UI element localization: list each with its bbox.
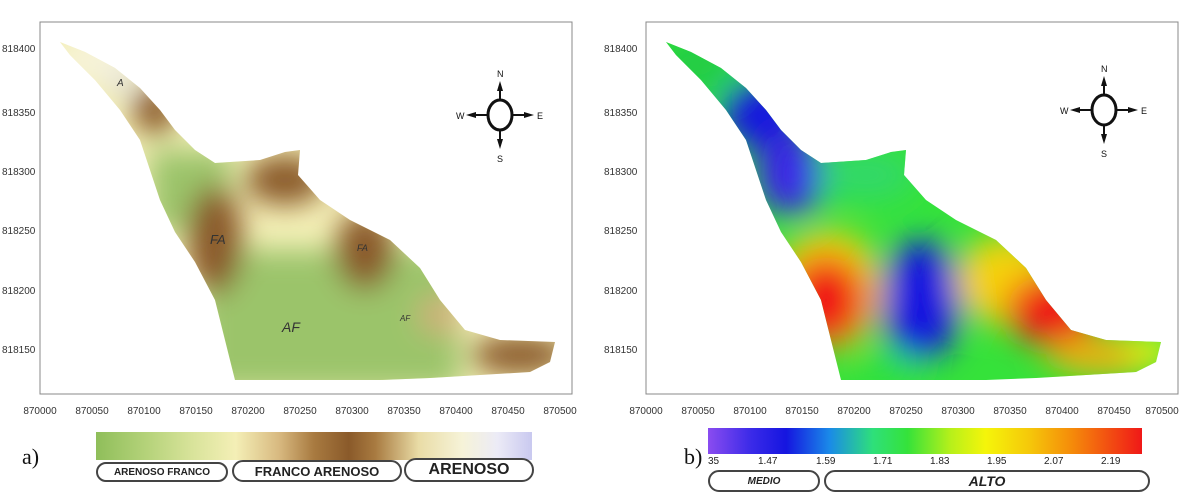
y-tick: 818300 [604, 167, 638, 178]
compass-e: E [537, 111, 543, 121]
legend-tick: 1.71 [873, 456, 893, 467]
compass-n: N [497, 69, 504, 79]
zone-label-af-main: AF [281, 319, 301, 335]
zone-label-a: A [116, 78, 124, 89]
panel-a: A FA FA AF AF N S W E 818400 818350 8183… [0, 0, 590, 484]
legend-class-alto: ALTO [824, 470, 1150, 492]
compass-s: S [1101, 149, 1107, 159]
x-tick: 870350 [387, 406, 421, 417]
legend-tick: 1.59 [816, 456, 836, 467]
y-tick: 818350 [2, 108, 36, 119]
zone-label-fa-west: FA [210, 232, 226, 247]
compass-rose-b: N S W E [1060, 64, 1147, 159]
compass-w: W [1060, 106, 1069, 116]
y-axis-a: 818400 818350 818300 818250 818200 81815… [2, 44, 36, 356]
legend-class-arenoso-franco: ARENOSO FRANCO [96, 462, 228, 482]
y-tick: 818300 [2, 167, 36, 178]
zone-label-fa-east: FA [357, 243, 368, 253]
x-tick: 870000 [23, 406, 57, 417]
compass-e: E [1141, 106, 1147, 116]
legend-class-franco-arenoso: FRANCO ARENOSO [232, 460, 402, 482]
y-tick: 818250 [2, 226, 36, 237]
x-tick: 870150 [179, 406, 213, 417]
x-tick: 870350 [993, 406, 1027, 417]
x-tick: 870300 [941, 406, 975, 417]
map-b: N S W E 818400 818350 818300 818250 8182… [604, 21, 1179, 417]
legend-tick: 2.07 [1044, 456, 1064, 467]
x-tick: 870300 [335, 406, 369, 417]
x-tick: 870250 [889, 406, 923, 417]
x-tick: 870050 [75, 406, 109, 417]
density-legend-ticks: 35 1.47 1.59 1.71 1.83 1.95 2.07 2.19 [708, 456, 1142, 468]
x-tick: 870500 [1145, 406, 1179, 417]
panel-label-a: a) [22, 444, 40, 469]
y-tick: 818350 [604, 108, 638, 119]
panel-label-b: b) [684, 444, 703, 469]
x-tick: 870500 [543, 406, 577, 417]
map-a: A FA FA AF AF N S W E 818400 818350 8183… [2, 21, 577, 417]
y-tick: 818250 [604, 226, 638, 237]
y-tick: 818200 [2, 286, 36, 297]
x-tick: 870100 [733, 406, 767, 417]
y-axis-b: 818400 818350 818300 818250 818200 81815… [604, 44, 638, 356]
x-tick: 870050 [681, 406, 715, 417]
compass-w: W [456, 111, 465, 121]
compass-n: N [1101, 64, 1108, 74]
x-axis-b: 870000 870050 870100 870150 870200 87025… [629, 406, 1179, 417]
y-tick: 818400 [604, 44, 638, 55]
panel-b: N S W E 818400 818350 818300 818250 8182… [596, 0, 1188, 492]
x-tick: 870450 [1097, 406, 1131, 417]
x-tick: 870150 [785, 406, 819, 417]
y-tick: 818400 [2, 44, 36, 55]
legend-tick: 1.47 [758, 456, 778, 467]
zone-label-af-east: AF [399, 314, 411, 323]
compass-rose-a: N S W E [456, 69, 543, 164]
x-tick: 870250 [283, 406, 317, 417]
legend-class-arenoso: ARENOSO [404, 458, 534, 482]
x-tick: 870000 [629, 406, 663, 417]
legend-class-medio: MEDIO [708, 470, 820, 492]
compass-s: S [497, 154, 503, 164]
x-tick: 870400 [1045, 406, 1079, 417]
soil-texture-legend-bar [96, 432, 532, 460]
x-tick: 870400 [439, 406, 473, 417]
y-tick: 818150 [2, 345, 36, 356]
density-legend-bar [708, 428, 1142, 454]
x-axis-a: 870000 870050 870100 870150 870200 87025… [23, 406, 577, 417]
legend-tick: 1.83 [930, 456, 950, 467]
x-tick: 870100 [127, 406, 161, 417]
legend-tick: 2.19 [1101, 456, 1121, 467]
x-tick: 870200 [837, 406, 871, 417]
legend-tick: 1.95 [987, 456, 1007, 467]
x-tick: 870200 [231, 406, 265, 417]
y-tick: 818200 [604, 286, 638, 297]
legend-tick: 35 [708, 456, 720, 467]
x-tick: 870450 [491, 406, 525, 417]
y-tick: 818150 [604, 345, 638, 356]
